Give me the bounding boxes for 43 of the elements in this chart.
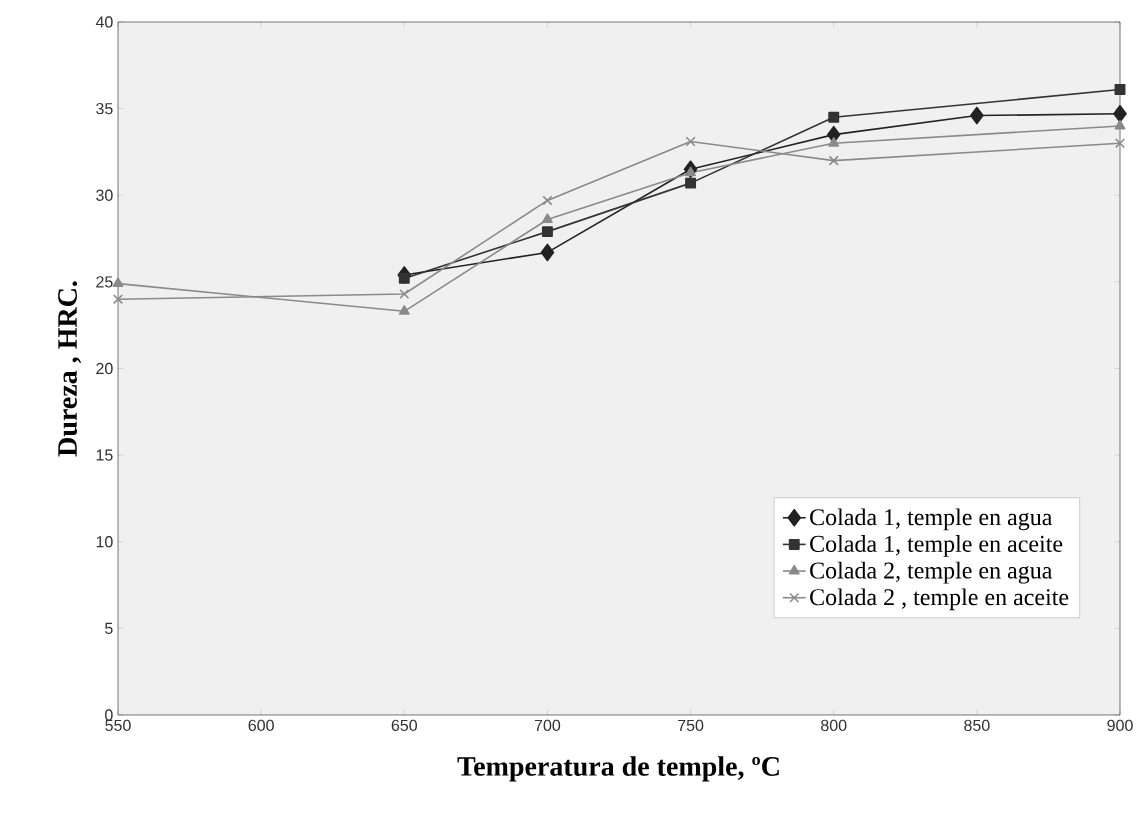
x-tick-label: 600 (248, 719, 274, 732)
y-tick-label: 10 (96, 536, 113, 548)
point (542, 195, 553, 206)
y-tick-label: 20 (96, 362, 113, 375)
point (112, 294, 124, 305)
point (828, 155, 839, 166)
point (828, 111, 840, 123)
x-tick-label: 900 (1107, 719, 1133, 732)
point (399, 288, 410, 300)
y-axis-title: Dureza , HRC. (58, 281, 81, 457)
y-tick-label: 15 (96, 449, 113, 461)
y-tick-label: 35 (96, 102, 113, 115)
point (540, 243, 555, 262)
point (685, 177, 697, 189)
legend-label: Colada 2 , temple en aceite (810, 588, 1069, 611)
x-tick-label: 550 (105, 719, 131, 732)
point (541, 226, 553, 238)
y-tick-label: 5 (105, 622, 113, 634)
x-tick-label: 700 (534, 719, 561, 732)
point (1114, 138, 1126, 149)
point (685, 136, 696, 147)
point (398, 305, 410, 315)
point (828, 137, 840, 147)
x-tick-label: 800 (821, 719, 847, 732)
point (112, 277, 124, 288)
x-tick-label: 650 (391, 719, 418, 732)
point (1114, 84, 1126, 96)
legend-label: Colada 1, temple en agua (810, 508, 1053, 531)
point (1114, 119, 1126, 130)
point (685, 166, 696, 177)
x-tick-label: 850 (964, 719, 990, 732)
point (542, 213, 553, 223)
x-tick-label: 750 (678, 719, 704, 732)
y-tick-label: 30 (96, 189, 113, 201)
legend-label: Colada 1, temple en aceite (810, 535, 1063, 557)
point (970, 106, 984, 125)
point (398, 272, 410, 284)
legend-label: Colada 2, temple en agua (810, 561, 1053, 584)
x-axis-title: Temperatura de temple, ºC (457, 756, 779, 782)
y-tick-label: 40 (95, 16, 113, 28)
point (1113, 105, 1127, 123)
y-tick-label: 25 (96, 276, 113, 288)
y-tick-label: 0 (105, 709, 113, 721)
